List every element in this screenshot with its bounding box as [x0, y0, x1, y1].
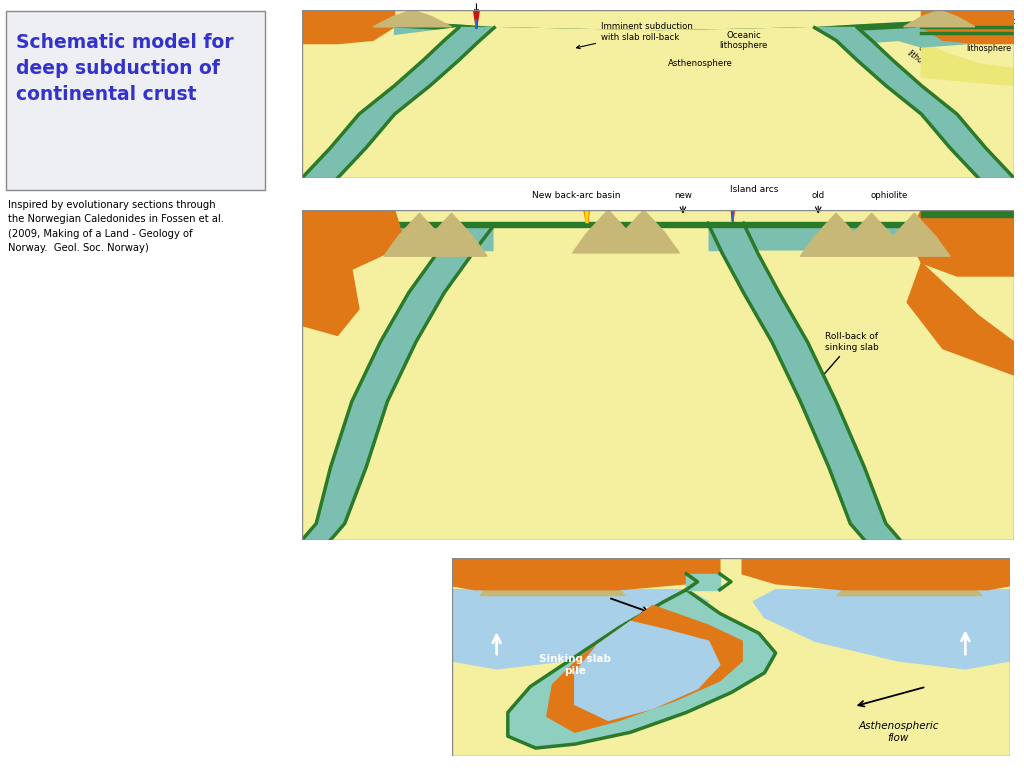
Polygon shape: [907, 210, 1014, 276]
Polygon shape: [743, 251, 922, 441]
Polygon shape: [452, 590, 709, 669]
Text: Asthenosphere: Asthenosphere: [669, 59, 733, 68]
Polygon shape: [742, 558, 1010, 590]
Polygon shape: [384, 214, 487, 257]
Polygon shape: [754, 590, 1010, 669]
Text: Asthenospheric
flow: Asthenospheric flow: [858, 721, 939, 743]
Text: old: old: [812, 191, 824, 200]
Polygon shape: [394, 221, 922, 227]
Polygon shape: [547, 605, 742, 732]
Text: Island arcs: Island arcs: [730, 184, 778, 194]
Polygon shape: [495, 225, 708, 481]
FancyBboxPatch shape: [6, 11, 265, 190]
Polygon shape: [452, 558, 720, 590]
Polygon shape: [837, 568, 982, 596]
Polygon shape: [302, 10, 394, 44]
Polygon shape: [886, 27, 1014, 47]
Polygon shape: [302, 225, 495, 540]
Polygon shape: [686, 574, 720, 590]
Polygon shape: [394, 223, 922, 250]
Text: Inspired by evolutionary sections through
the Norwegian Caledonides in Fossen et: Inspired by evolutionary sections throug…: [8, 200, 224, 253]
Polygon shape: [907, 263, 1014, 375]
Polygon shape: [708, 223, 900, 540]
Polygon shape: [302, 270, 359, 336]
Polygon shape: [302, 28, 495, 178]
Polygon shape: [574, 621, 720, 720]
Polygon shape: [359, 28, 922, 153]
Text: Oceanic
lithosphere: Oceanic lithosphere: [905, 40, 951, 81]
Polygon shape: [922, 210, 1014, 217]
Polygon shape: [801, 214, 950, 257]
Polygon shape: [922, 210, 1014, 276]
Text: Cont. crust: Cont. crust: [942, 17, 1015, 26]
Polygon shape: [922, 40, 1014, 85]
Text: New back-arc basin: New back-arc basin: [531, 191, 621, 200]
Polygon shape: [373, 10, 452, 27]
Text: new: new: [674, 191, 692, 200]
Text: Oceanic
lithosphere: Oceanic lithosphere: [719, 31, 768, 50]
Text: Schematic model for
deep subduction of
continental crust: Schematic model for deep subduction of c…: [16, 33, 233, 104]
Text: Roll-back of
sinking slab: Roll-back of sinking slab: [803, 333, 879, 398]
Polygon shape: [922, 10, 1014, 44]
Text: Initiation site for new back-arc basin: Initiation site for new back-arc basin: [398, 0, 555, 13]
Polygon shape: [302, 210, 401, 270]
Polygon shape: [903, 10, 975, 27]
Polygon shape: [572, 210, 679, 253]
Polygon shape: [815, 28, 1014, 178]
Polygon shape: [302, 250, 459, 458]
Polygon shape: [480, 568, 625, 596]
Text: Continental
lithosphere: Continental lithosphere: [966, 34, 1013, 53]
Text: Imminent subduction
with slab roll-back: Imminent subduction with slab roll-back: [577, 22, 693, 48]
Polygon shape: [394, 22, 922, 51]
Polygon shape: [508, 590, 775, 748]
Text: Sinking slab
pile: Sinking slab pile: [539, 654, 610, 676]
Text: ophiolite: ophiolite: [870, 191, 908, 200]
Polygon shape: [394, 22, 922, 36]
